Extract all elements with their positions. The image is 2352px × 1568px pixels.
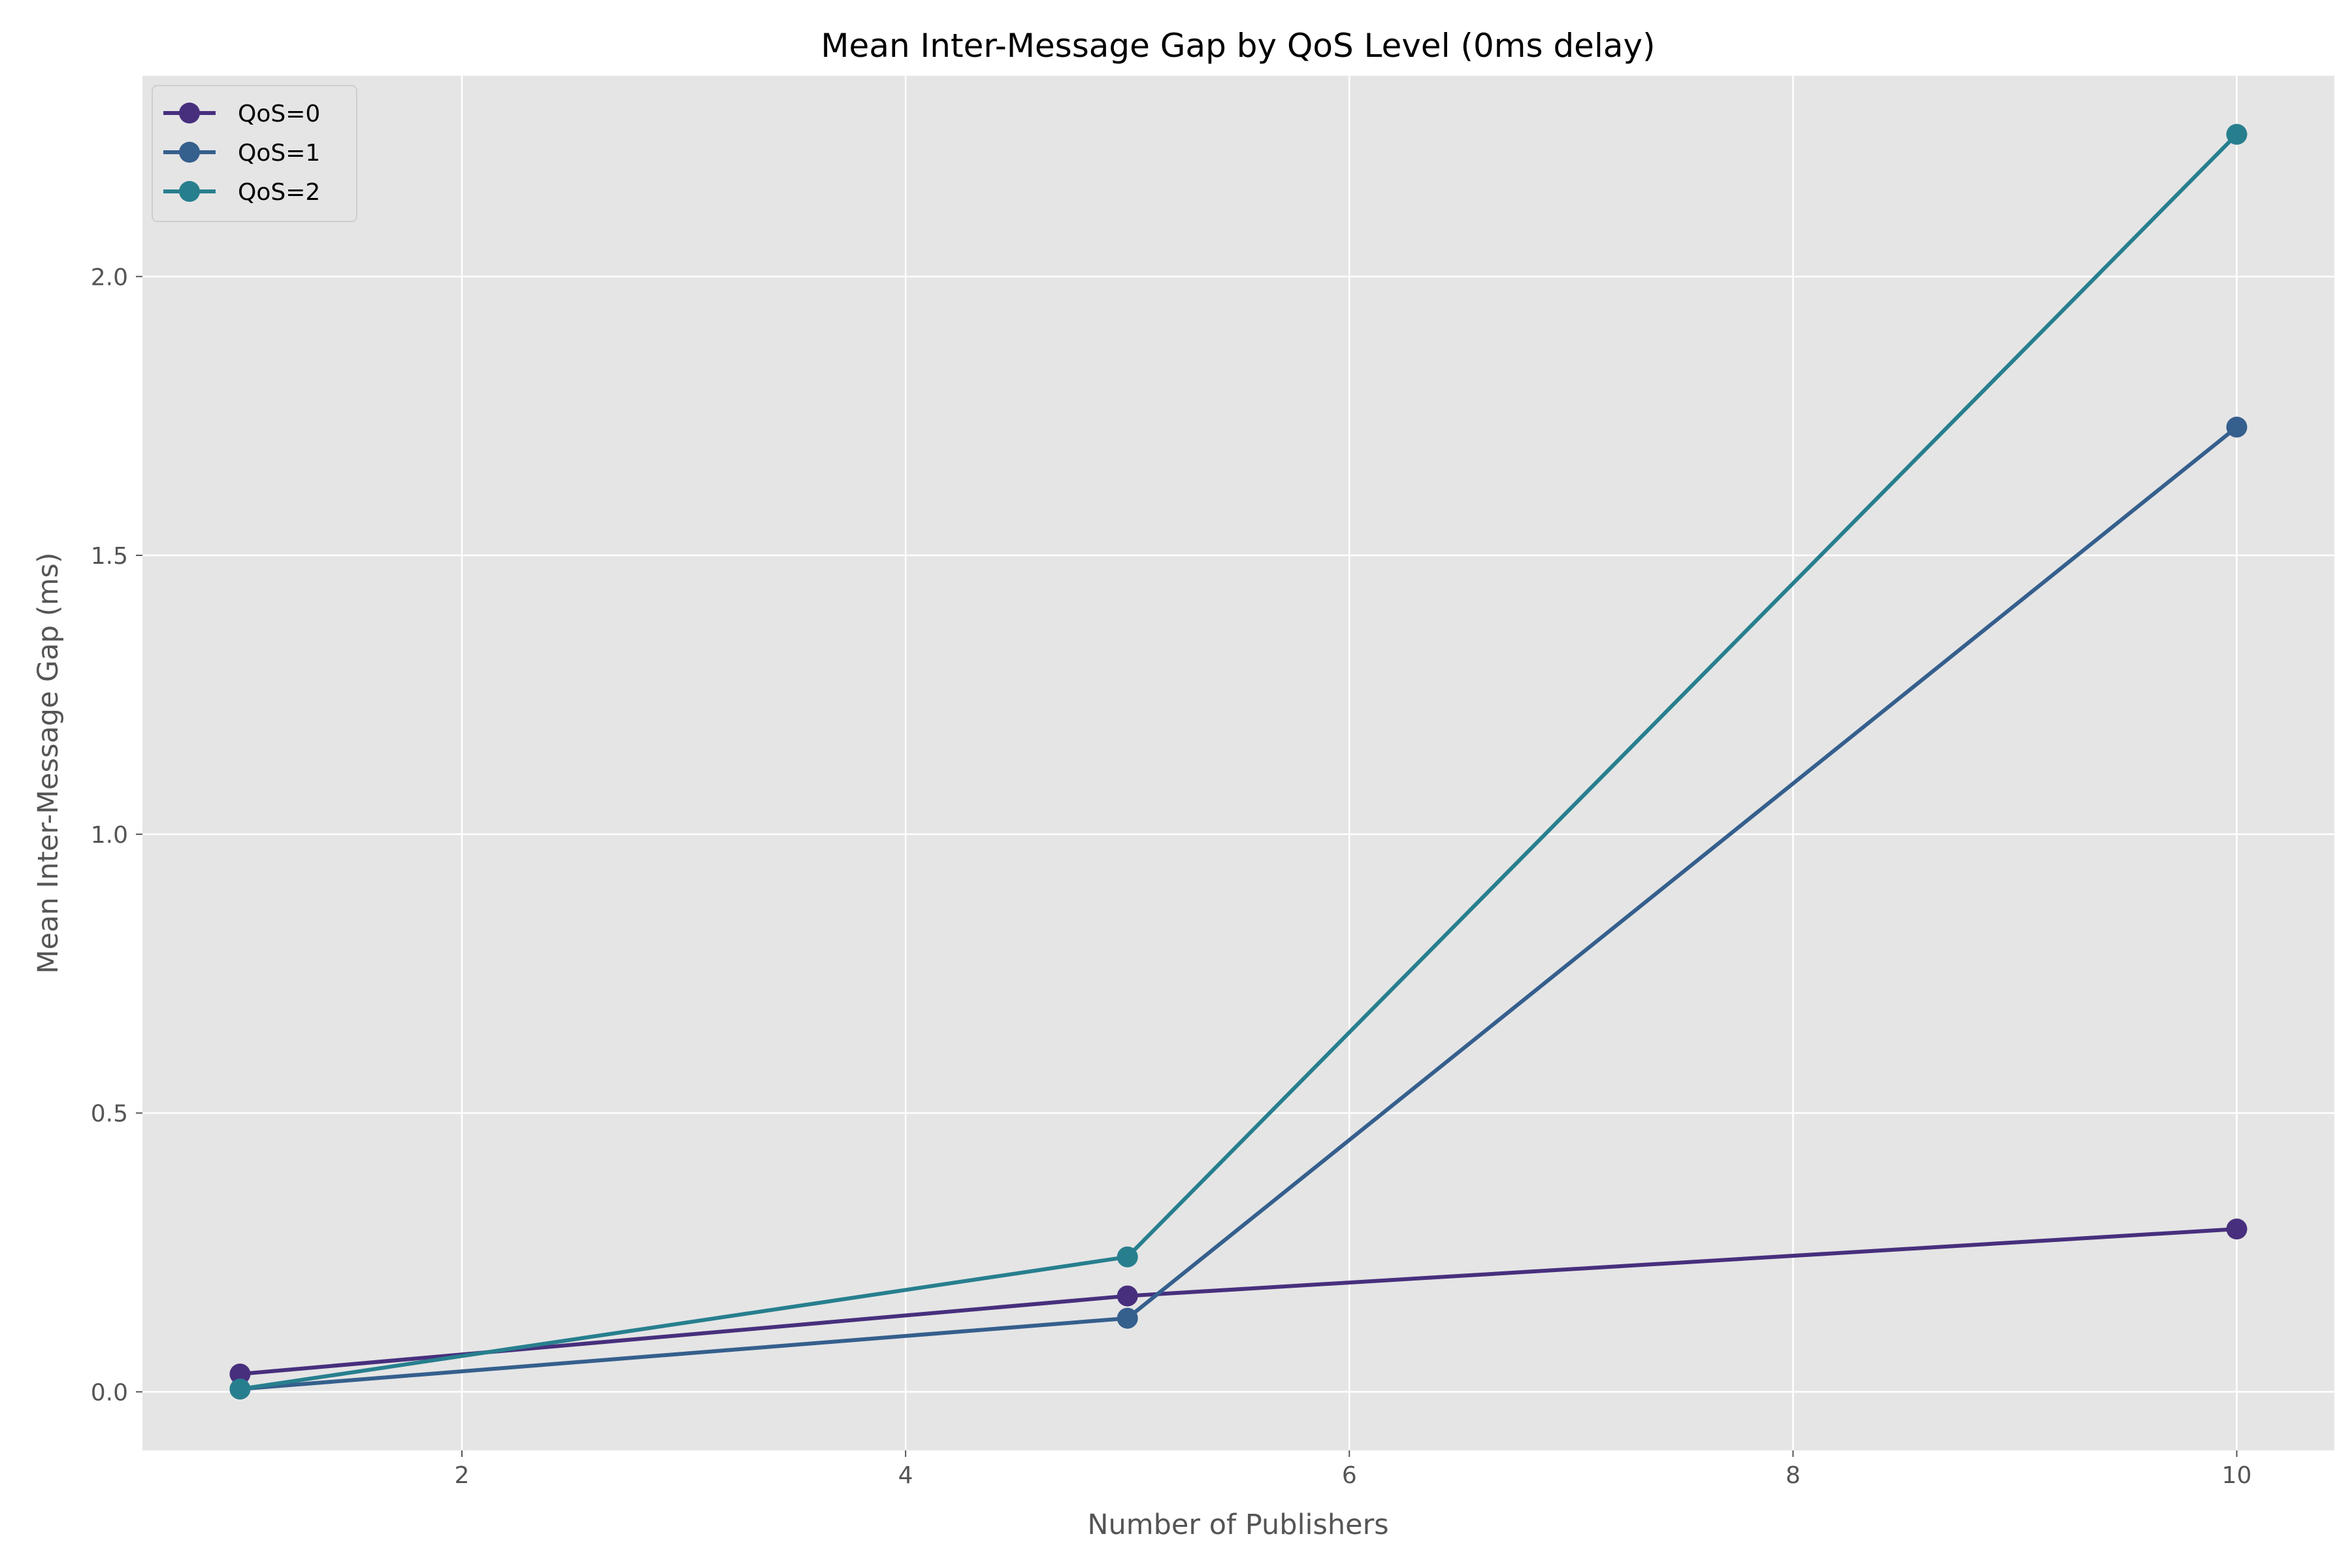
series-group [229,123,2247,1400]
data-point [1117,1285,1138,1307]
data-point [2226,416,2247,438]
y-tick-label: 2.0 [91,264,128,291]
y-axis-label: Mean Inter-Message Gap (ms) [32,552,65,973]
legend-frame [152,85,357,222]
legend: QoS=0 QoS=1 QoS=2 [152,85,357,222]
series-2 [229,123,2247,1400]
y-tick-label: 1.0 [91,822,128,849]
legend-label: QoS=1 [238,140,320,167]
data-point [2226,1218,2247,1240]
x-tick-label: 10 [2222,1462,2252,1489]
y-tick-label: 0.0 [91,1379,128,1406]
y-axis-ticks: 0.0 0.5 1.0 1.5 2.0 [91,264,142,1406]
data-point [229,1364,251,1385]
x-tick-label: 2 [455,1462,470,1489]
legend-label: QoS=2 [238,179,320,206]
x-axis-label: Number of Publishers [1087,1509,1388,1541]
series-0 [229,1218,2247,1385]
y-tick-label: 0.5 [91,1101,128,1128]
data-point [1117,1246,1138,1267]
x-tick-label: 8 [1786,1462,1801,1489]
legend-item: QoS=1 [163,140,320,167]
legend-marker [179,181,200,202]
legend-item: QoS=0 [163,101,320,127]
legend-item: QoS=2 [163,179,320,206]
data-point [229,1379,251,1400]
legend-label: QoS=0 [238,101,320,127]
data-point [2226,123,2247,145]
x-tick-label: 4 [898,1462,913,1489]
legend-marker [179,103,200,123]
y-tick-label: 1.5 [91,543,128,570]
x-tick-label: 6 [1342,1462,1357,1489]
x-axis-ticks: 2 4 6 8 10 [455,1450,2252,1489]
legend-marker [179,142,200,163]
grid [142,76,2334,1450]
plot-area [142,76,2334,1450]
data-point [1117,1307,1138,1329]
chart-title: Mean Inter-Message Gap by QoS Level (0ms… [821,27,1655,65]
